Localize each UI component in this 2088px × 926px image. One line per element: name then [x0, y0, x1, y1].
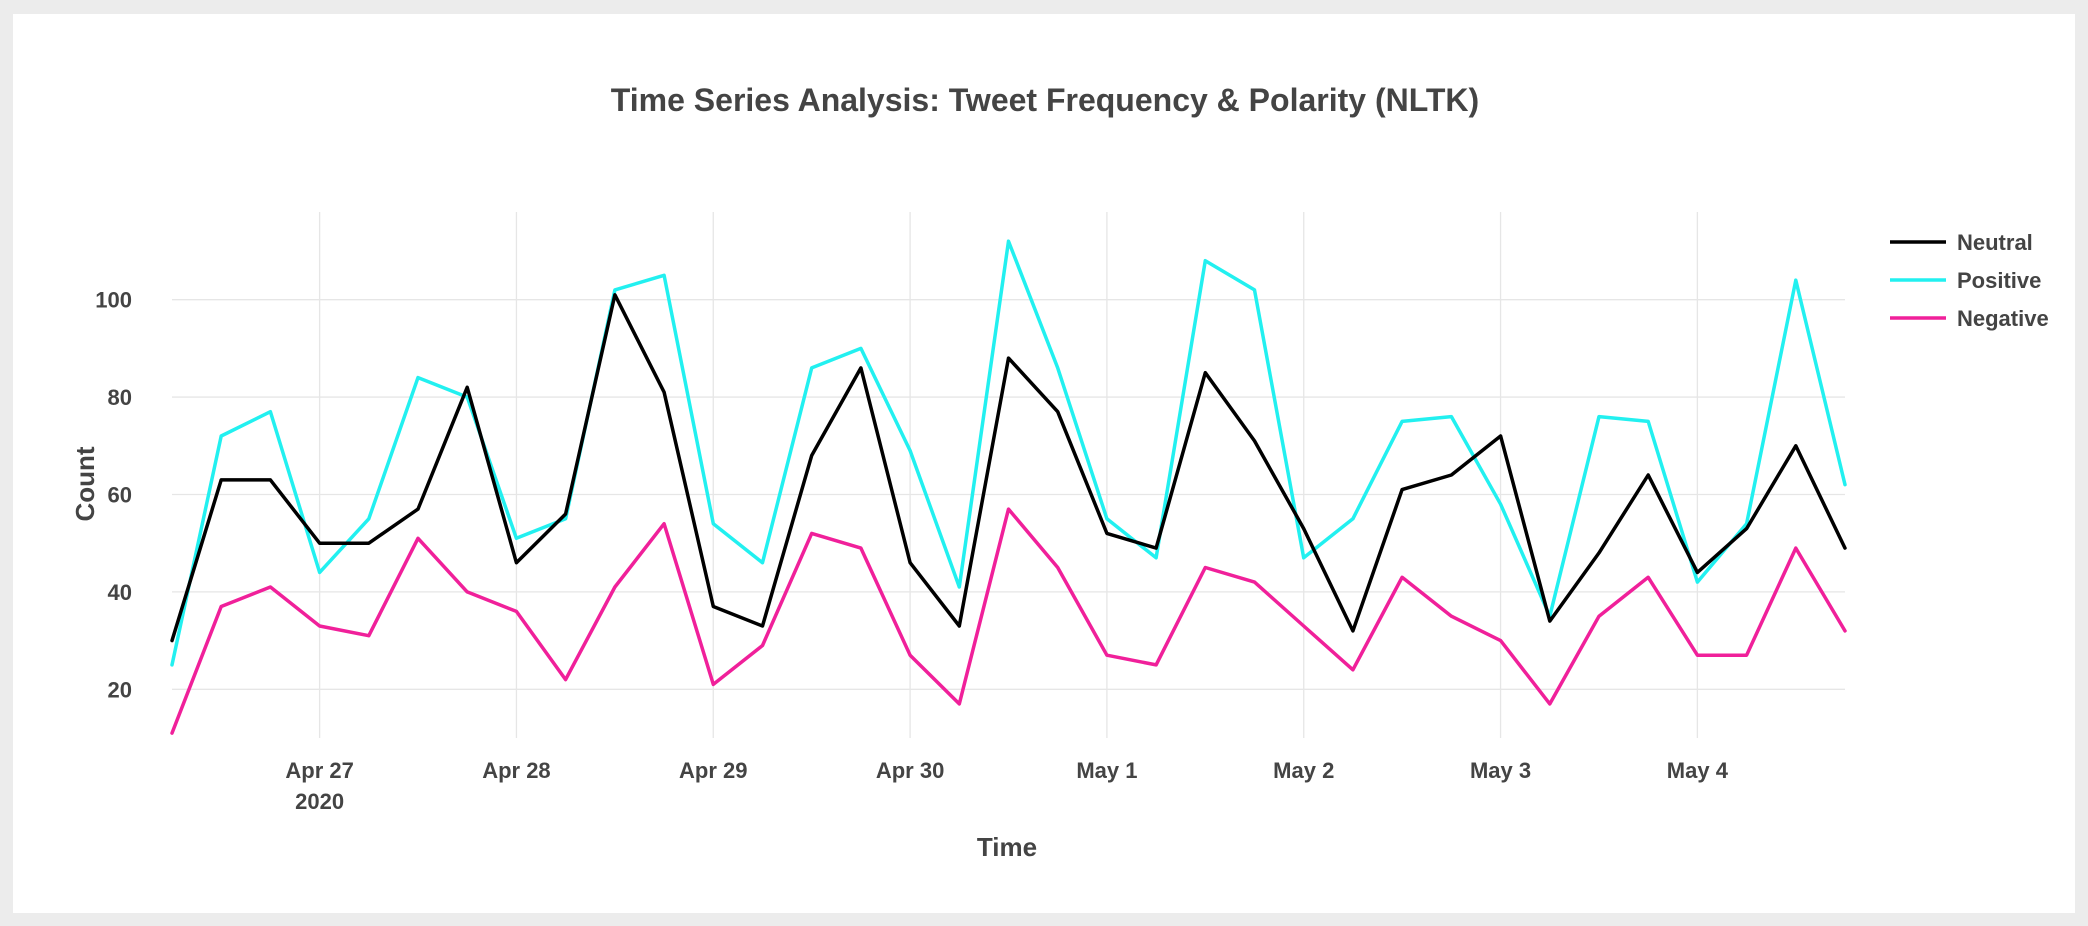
legend-label-positive: Positive: [1957, 268, 2041, 293]
x-axis-title: Time: [977, 832, 1037, 862]
x-tick-label: May 1: [1076, 758, 1137, 783]
y-axis-ticks: 20 40 60 80 100: [95, 288, 132, 703]
y-tick-label: 60: [108, 482, 132, 507]
x-tick-label: May 3: [1470, 758, 1531, 783]
x-tick-label: Apr 30: [876, 758, 944, 783]
x-tick-sublabel: 2020: [295, 789, 344, 814]
x-tick-label: Apr 27: [285, 758, 353, 783]
grid: [172, 212, 1845, 738]
y-tick-label: 80: [108, 385, 132, 410]
x-tick-label: May 4: [1667, 758, 1729, 783]
x-tick-label: May 2: [1273, 758, 1334, 783]
y-tick-label: 40: [108, 580, 132, 605]
chart-card: [13, 14, 2075, 913]
series-line-negative: [170, 507, 1847, 735]
y-tick-label: 20: [108, 677, 132, 702]
series-line-neutral: [170, 293, 1847, 643]
series-lines: [170, 239, 1847, 735]
legend-label-negative: Negative: [1957, 306, 2049, 331]
y-tick-label: 100: [95, 288, 132, 313]
x-tick-label: Apr 28: [482, 758, 550, 783]
chart-title: Time Series Analysis: Tweet Frequency & …: [611, 82, 1479, 118]
legend-label-neutral: Neutral: [1957, 230, 2033, 255]
x-axis-ticks: Apr 27 2020 Apr 28 Apr 29 Apr 30 May 1 May 2 Ma…: [285, 758, 1728, 814]
legend: Neutral Positive Negative: [1890, 230, 2049, 331]
series-line-positive: [170, 239, 1847, 667]
x-tick-label: Apr 29: [679, 758, 747, 783]
y-axis-title: Count: [70, 446, 100, 521]
